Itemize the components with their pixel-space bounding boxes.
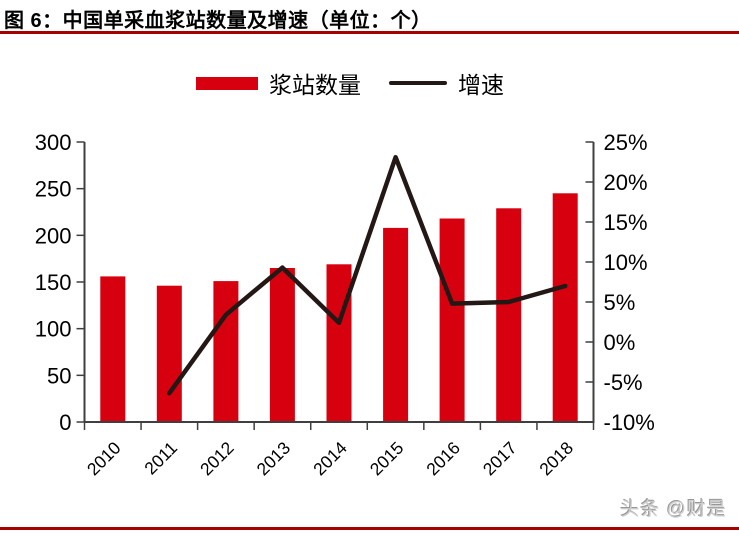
bar-series-label: 浆站数量: [269, 72, 361, 98]
left-tick-label: 150: [35, 270, 72, 295]
right-tick-label: 0%: [604, 330, 636, 355]
bottom-rule: [0, 527, 739, 530]
chart-legend: 浆站数量 增速: [196, 70, 504, 98]
bar-2014: [326, 264, 352, 422]
left-tick-label: 300: [35, 130, 72, 155]
chart-canvas: 300 250 200 150 100 50 0 25% 20% 15% 10% 5% 0% -5% -10…: [35, 130, 655, 480]
left-tick-label: 200: [35, 223, 72, 248]
bar-2018: [552, 193, 578, 422]
bar-2017: [496, 208, 522, 422]
watermark: 头条 @财是: [620, 499, 727, 520]
left-tick-label: 0: [59, 410, 71, 435]
bar-2011: [156, 285, 182, 422]
x-tick-label: 2010: [83, 438, 125, 480]
x-tick-label: 2016: [422, 438, 464, 480]
right-tick-label: 5%: [604, 290, 636, 315]
right-tick-label: 15%: [604, 210, 648, 235]
right-tick-label: 20%: [604, 170, 648, 195]
left-tick-label: 100: [35, 317, 72, 342]
x-tick-label: 2013: [253, 438, 295, 480]
x-tick-label: 2015: [366, 438, 408, 480]
line-series-swatch: [389, 81, 447, 85]
bar-series-swatch: [196, 76, 258, 90]
x-tick-label: 2014: [309, 438, 351, 480]
bar-2012: [213, 281, 239, 422]
right-tick-label: 10%: [604, 250, 648, 275]
x-tick-label: 2018: [535, 438, 577, 480]
x-tick-label: 2011: [140, 438, 181, 479]
bar-2010: [100, 276, 126, 422]
line-series-label: 增速: [458, 72, 504, 98]
page-title: 图 6：中国单采血浆站数量及增速（单位：个）: [4, 10, 432, 32]
x-tick-label: 2017: [479, 438, 521, 480]
bar-2013: [269, 268, 295, 422]
right-tick-label: -5%: [604, 370, 643, 395]
legend-item-bars: 浆站数量: [196, 66, 361, 100]
right-tick-label: -10%: [604, 410, 655, 435]
left-tick-label: 250: [35, 177, 72, 202]
legend-item-line: 增速: [389, 66, 504, 100]
bar-2016: [439, 218, 465, 422]
growth-line: [167, 154, 568, 396]
left-tick-label: 50: [47, 363, 71, 388]
x-tick-label: 2012: [196, 438, 238, 480]
bar-2015: [383, 227, 409, 422]
right-tick-label: 25%: [604, 130, 648, 155]
title-rule: [0, 31, 739, 34]
